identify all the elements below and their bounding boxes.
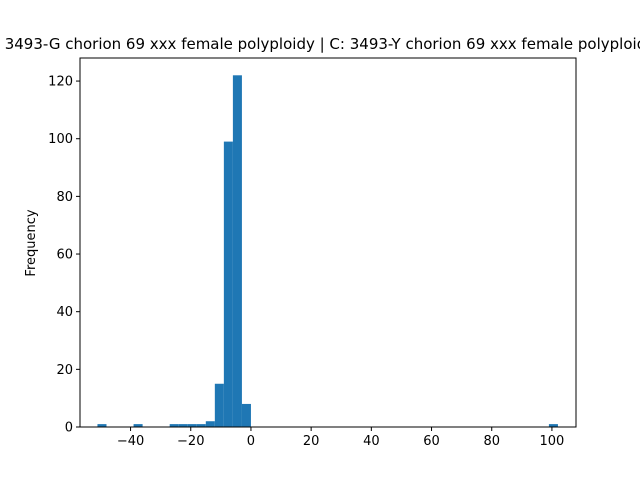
- histogram-bar: [214, 383, 224, 427]
- x-tick-label: 20: [303, 434, 320, 449]
- chart-title: R: 3493-G chorion 69 xxx female polyploi…: [0, 35, 640, 53]
- histogram-bars: [97, 75, 558, 427]
- histogram-bar: [196, 424, 206, 427]
- x-axis-ticks: −40 −20 0 20 40 60 80 100: [117, 427, 564, 449]
- y-tick-label: 60: [56, 248, 73, 263]
- y-tick-label: 100: [48, 132, 73, 147]
- histogram-bar: [205, 421, 215, 427]
- y-tick-label: 0: [65, 421, 73, 436]
- y-tick-label: 120: [48, 75, 73, 90]
- x-tick-label: −40: [117, 434, 144, 449]
- y-tick-label: 80: [56, 190, 73, 205]
- histogram-bar: [133, 424, 143, 427]
- histogram-bar: [223, 141, 233, 427]
- x-tick-label: 0: [247, 434, 255, 449]
- y-tick-label: 20: [56, 363, 73, 378]
- y-axis-ticks: 0 20 40 60 80 100 120: [48, 75, 80, 436]
- plot-area-frame: [79, 57, 577, 428]
- x-tick-label: 80: [483, 434, 500, 449]
- y-tick-label: 40: [56, 305, 73, 320]
- histogram-bar: [232, 75, 242, 427]
- x-tick-label: 40: [363, 434, 380, 449]
- x-tick-label: 100: [540, 434, 565, 449]
- histogram-bar: [548, 424, 558, 427]
- histogram-bar: [241, 403, 251, 427]
- histogram-bar: [169, 424, 179, 427]
- y-axis-label: Frequency: [24, 209, 39, 276]
- histogram-bar: [97, 424, 107, 427]
- histogram-bar: [187, 424, 197, 427]
- x-tick-label: 60: [423, 434, 440, 449]
- x-tick-label: −20: [177, 434, 204, 449]
- histogram-bar: [178, 424, 188, 427]
